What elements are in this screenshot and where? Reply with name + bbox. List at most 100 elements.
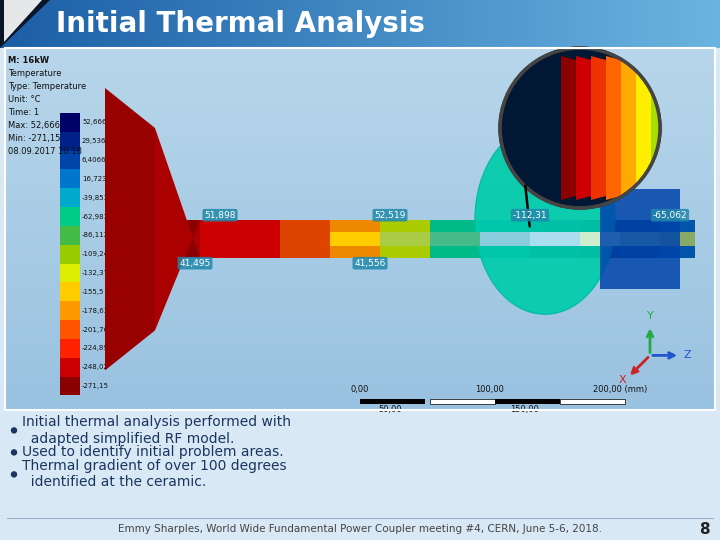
Bar [495,400,560,404]
Text: 8: 8 [699,522,710,537]
Polygon shape [591,56,606,200]
Bar [60,188,80,207]
Text: Used to identify initial problem areas.: Used to identify initial problem areas. [22,446,284,460]
Bar [330,220,380,258]
Text: Z: Z [684,350,692,360]
Bar [60,263,80,282]
Bar [620,220,660,258]
Polygon shape [606,56,621,200]
Text: -155,5: -155,5 [82,289,104,295]
Text: Initial Thermal Analysis: Initial Thermal Analysis [56,10,425,38]
Bar [60,131,80,151]
Text: Temperature: Temperature [8,69,61,78]
Text: Y: Y [647,312,653,321]
Polygon shape [621,56,636,200]
Bar [430,232,480,246]
Text: Min: -271,15: Min: -271,15 [8,134,60,143]
Bar [60,282,80,301]
Bar [660,232,695,246]
Bar [580,220,620,258]
Bar [60,376,80,395]
Bar [60,226,80,245]
Polygon shape [681,56,696,200]
Text: -39,853: -39,853 [82,195,109,201]
Polygon shape [636,56,651,200]
Text: -62,983: -62,983 [82,213,109,220]
Bar [380,220,430,258]
Bar [430,220,480,258]
Text: -178,63: -178,63 [82,308,109,314]
Text: -109,24: -109,24 [82,251,109,257]
Bar [660,220,695,258]
Bar [60,244,80,264]
Bar [105,220,200,258]
Text: 16,723: 16,723 [82,176,107,182]
Bar [330,232,380,246]
Bar [60,207,80,226]
Polygon shape [105,88,155,370]
Text: -132,37: -132,37 [82,270,109,276]
Text: -224,89: -224,89 [82,346,109,352]
Text: 100,00: 100,00 [476,386,505,394]
Bar [60,339,80,357]
Text: 6,4066: 6,4066 [82,157,107,163]
Polygon shape [4,0,42,42]
Circle shape [12,428,17,433]
Polygon shape [666,56,681,200]
Bar [60,357,80,376]
Bar [530,220,580,258]
Text: 41,556: 41,556 [354,259,386,268]
Text: -248,02: -248,02 [82,364,109,370]
Text: 50,00: 50,00 [378,406,402,414]
Bar [60,301,80,320]
Text: 52,519: 52,519 [374,211,405,220]
Text: Thermal gradient of over 100 degrees
  identified at the ceramic.: Thermal gradient of over 100 degrees ide… [22,460,287,489]
Text: M: 16kW: M: 16kW [8,56,49,65]
Text: Max: 52,666: Max: 52,666 [8,121,60,130]
Bar [480,232,530,246]
Bar [60,320,80,339]
Text: -201,76: -201,76 [82,327,109,333]
Bar [580,232,620,246]
Bar [60,150,80,170]
Text: -112,31: -112,31 [513,211,547,220]
Text: Emmy Sharples, World Wide Fundamental Power Coupler meeting #4, CERN, June 5-6, : Emmy Sharples, World Wide Fundamental Po… [118,524,602,534]
Text: Initial thermal analysis performed with
  adapted simplified RF model.: Initial thermal analysis performed with … [22,415,291,445]
Text: Type: Temperature: Type: Temperature [8,82,86,91]
Text: 52,666: 52,666 [82,119,107,125]
Circle shape [500,48,660,208]
Text: X: X [618,375,626,386]
Polygon shape [0,0,50,48]
Text: -271,15: -271,15 [82,383,109,389]
Bar [360,400,425,404]
Text: 08.09.2017 10:18: 08.09.2017 10:18 [8,147,82,156]
Polygon shape [561,56,576,200]
Text: 29,536: 29,536 [82,138,107,144]
Bar [60,169,80,188]
Bar [200,220,280,258]
Text: 200,00 (mm): 200,00 (mm) [593,386,647,394]
Bar [600,189,680,289]
Bar [5,48,715,410]
Text: -86,112: -86,112 [82,232,109,238]
Bar [530,232,580,246]
Bar [280,220,330,258]
Polygon shape [651,56,666,200]
Ellipse shape [475,124,615,314]
Text: 0,00: 0,00 [351,386,369,394]
Circle shape [12,472,17,477]
Text: Time: 1: Time: 1 [8,108,39,117]
Text: Unit: °C: Unit: °C [8,95,40,104]
Text: 41,495: 41,495 [179,259,211,268]
Bar [480,220,530,258]
Circle shape [12,450,17,455]
Bar [560,400,625,404]
Bar [620,232,660,246]
Polygon shape [155,128,200,330]
Text: -65,062: -65,062 [653,211,688,220]
Bar [430,400,495,404]
Text: 150,00: 150,00 [510,406,539,414]
Bar [60,112,80,132]
Bar [380,232,430,246]
Polygon shape [576,56,591,200]
